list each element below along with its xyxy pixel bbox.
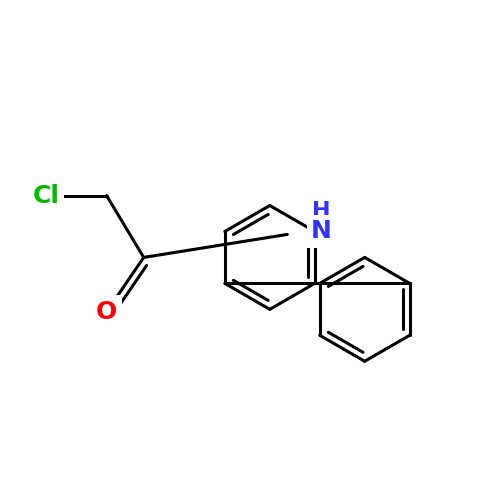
Text: Cl: Cl (33, 184, 60, 208)
Text: O: O (96, 300, 117, 324)
Text: N: N (311, 220, 332, 244)
Text: H: H (312, 200, 331, 220)
